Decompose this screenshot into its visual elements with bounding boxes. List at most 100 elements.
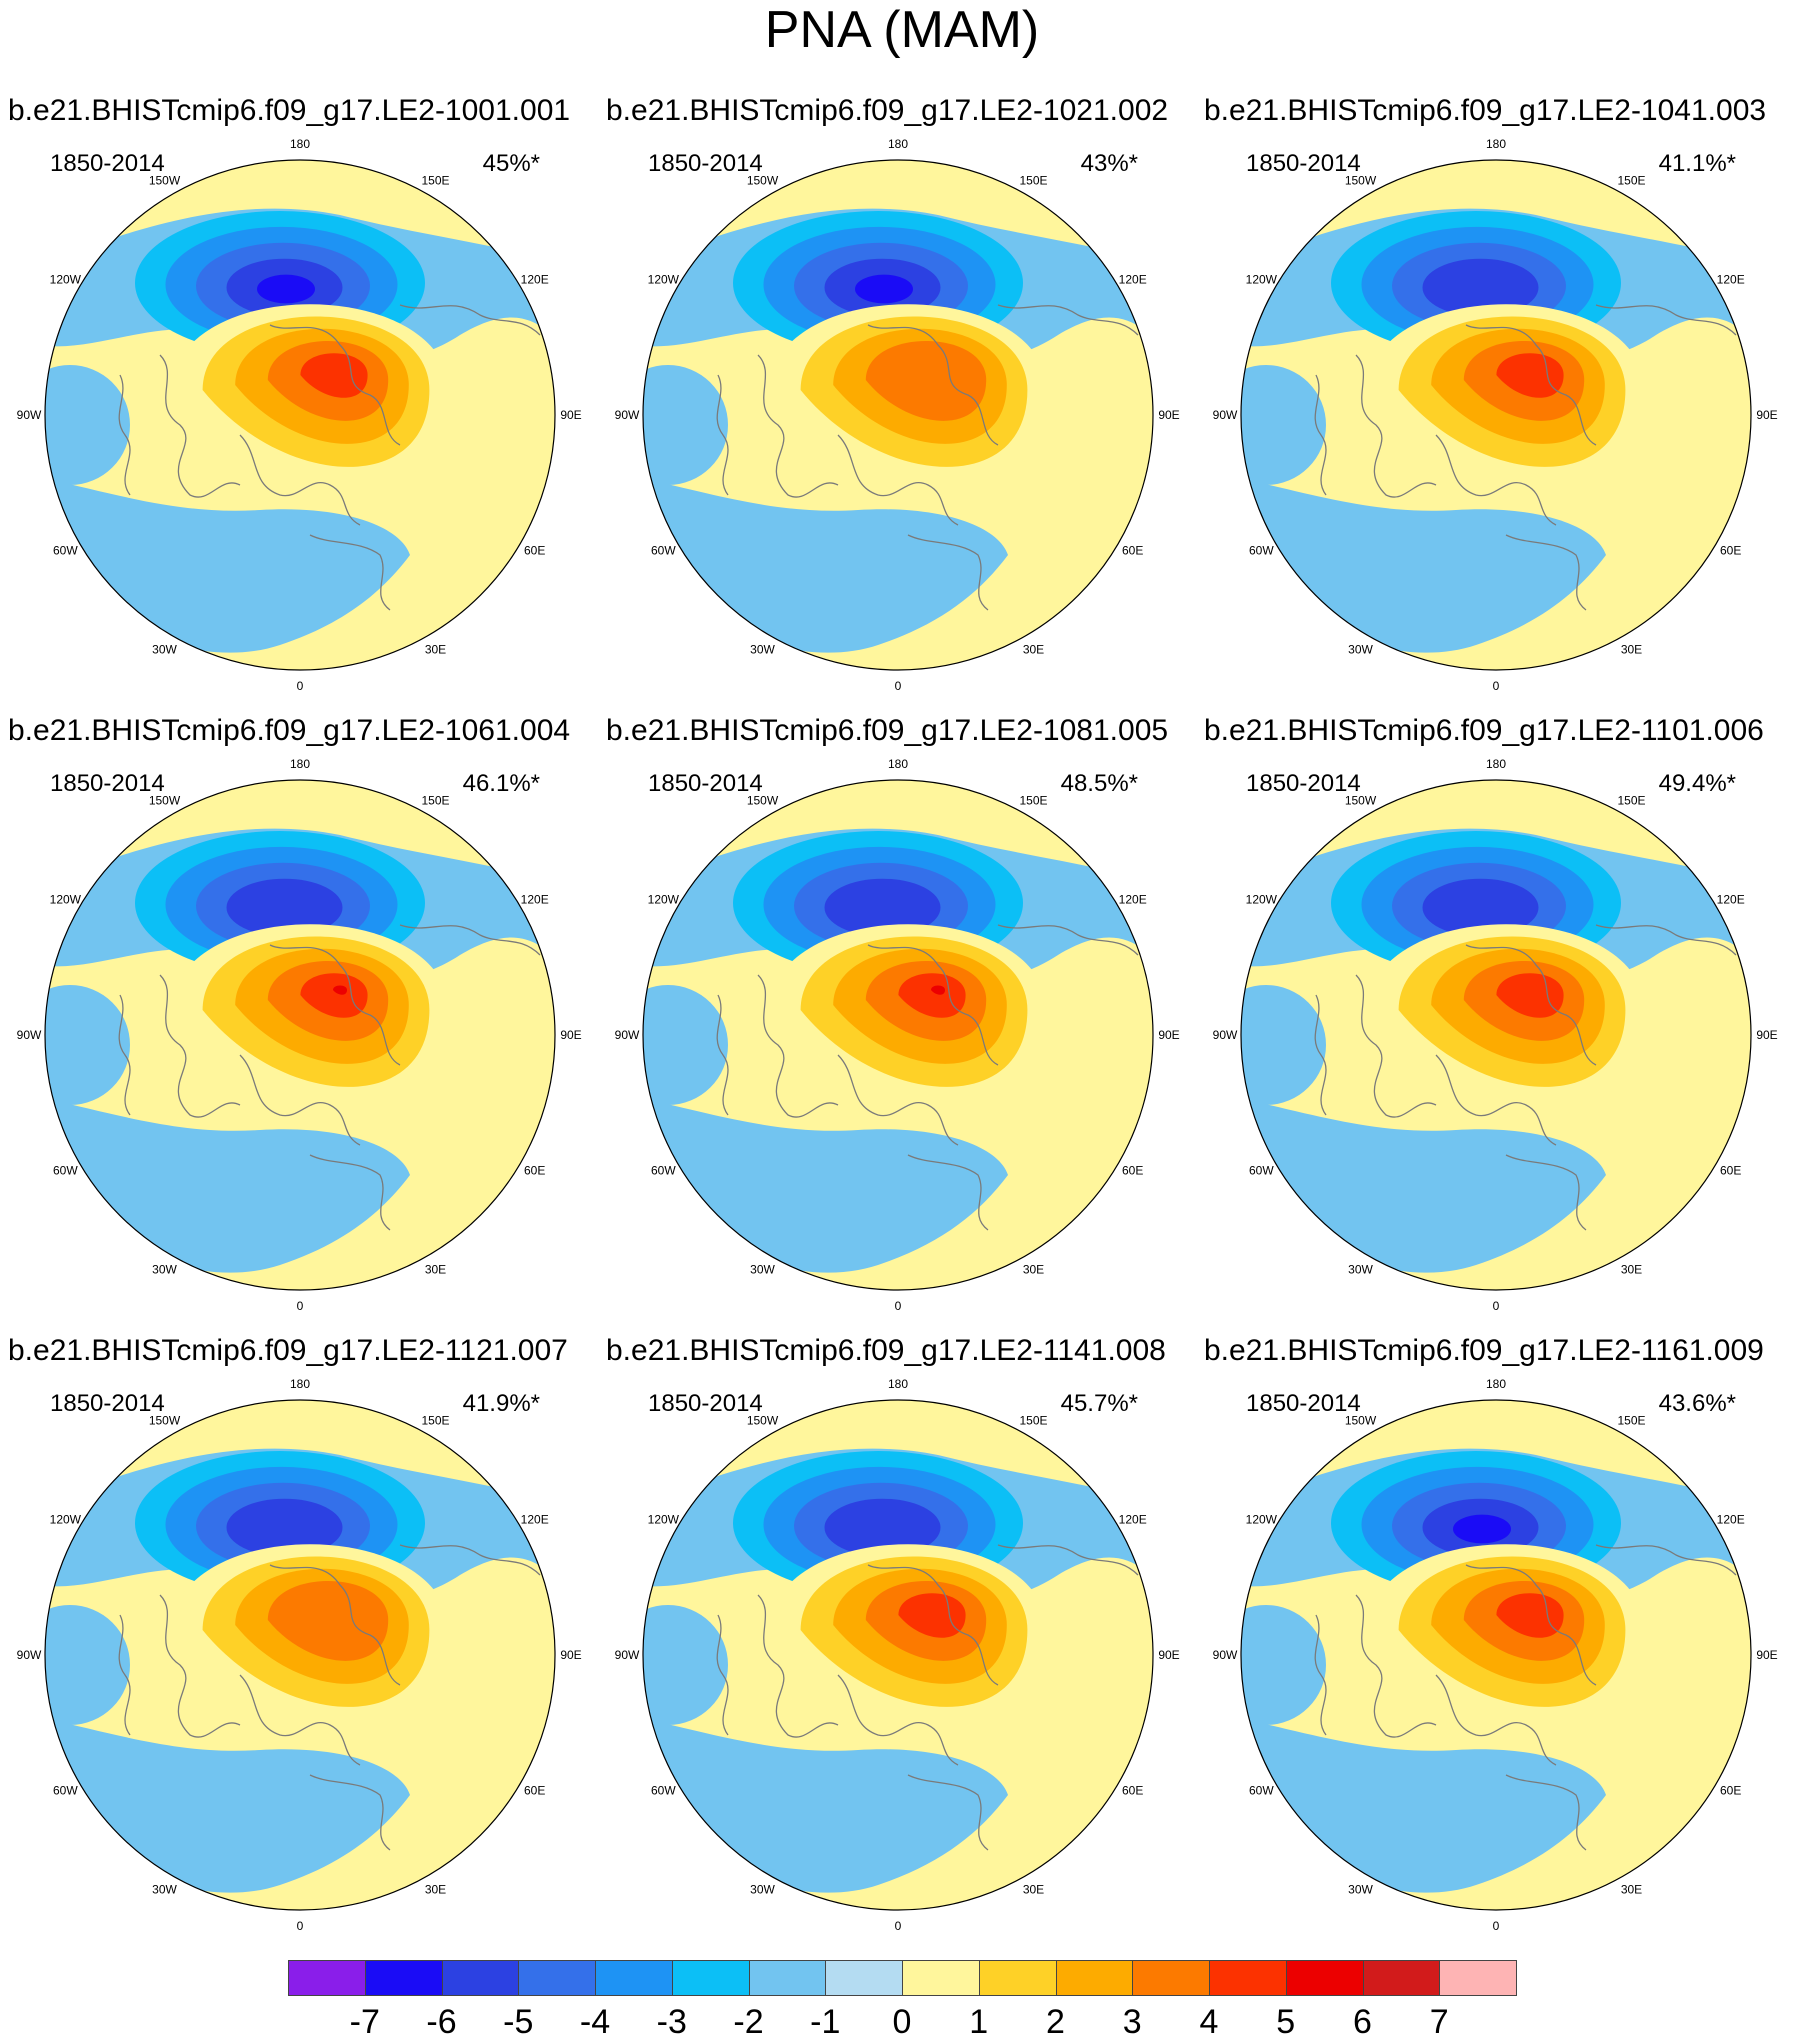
longitude-label: 30E bbox=[1023, 1263, 1044, 1277]
longitude-label: 180 bbox=[888, 137, 908, 151]
panel-period: 1850-2014 bbox=[1246, 1390, 1361, 1417]
longitude-label: 120E bbox=[1717, 893, 1745, 907]
colorbar-swatch bbox=[595, 1960, 673, 1996]
longitude-label: 180 bbox=[290, 757, 310, 771]
contour-level--5 bbox=[226, 1498, 343, 1557]
panel-title: b.e21.BHISTcmip6.f09_g17.LE2-1061.004 bbox=[8, 714, 571, 747]
coastline bbox=[1595, 304, 1737, 336]
longitude-label: 60E bbox=[1720, 544, 1741, 558]
colorbar-swatch bbox=[518, 1960, 596, 1996]
longitude-label: 60E bbox=[1122, 1784, 1143, 1798]
longitude-label: 90E bbox=[560, 408, 581, 422]
coastline bbox=[269, 324, 401, 446]
longitude-label: 150W bbox=[1345, 793, 1377, 807]
longitude-label: 90E bbox=[560, 1028, 581, 1042]
longitude-label: 120E bbox=[521, 893, 549, 907]
colorbar-label: -2 bbox=[733, 2003, 764, 2041]
colorbar-swatch bbox=[671, 1960, 750, 1996]
longitude-label: 150W bbox=[1345, 1413, 1377, 1427]
longitude-label: 180 bbox=[888, 757, 908, 771]
contour-level-5 bbox=[300, 973, 368, 1018]
longitude-label: 90E bbox=[1158, 1648, 1179, 1662]
colorbar-label: -4 bbox=[579, 2003, 611, 2041]
longitude-label: 120W bbox=[50, 893, 82, 907]
longitude-label: 60W bbox=[651, 1164, 676, 1178]
coastline bbox=[1595, 1544, 1737, 1576]
longitude-label: 150W bbox=[747, 1413, 779, 1427]
coastline bbox=[907, 534, 989, 611]
negative-anomaly-region bbox=[643, 1605, 728, 1725]
longitude-label: 150E bbox=[1617, 1413, 1645, 1427]
longitude-label: 120W bbox=[50, 273, 82, 287]
longitude-label: 120W bbox=[1246, 273, 1278, 287]
coastline bbox=[1505, 1154, 1587, 1231]
longitude-label: 60W bbox=[1249, 1784, 1274, 1798]
longitude-label: 120E bbox=[521, 273, 549, 287]
negative-anomaly-region bbox=[45, 365, 130, 485]
coastline bbox=[399, 304, 541, 336]
longitude-label: 120W bbox=[50, 1513, 82, 1527]
longitude-label: 180 bbox=[888, 1377, 908, 1391]
colorbar-label: 7 bbox=[1429, 2003, 1449, 2041]
longitude-label: 30W bbox=[750, 643, 775, 657]
longitude-label: 150E bbox=[1617, 173, 1645, 187]
coastline bbox=[997, 924, 1139, 956]
longitude-label: 120E bbox=[1119, 273, 1147, 287]
longitude-label: 90W bbox=[17, 1028, 42, 1042]
coastline bbox=[269, 944, 401, 1066]
coastline bbox=[1314, 1614, 1327, 1736]
longitude-label: 90E bbox=[1756, 1648, 1777, 1662]
longitude-label: 30E bbox=[425, 643, 446, 657]
longitude-label: 30E bbox=[425, 1263, 446, 1277]
longitude-label: 120E bbox=[521, 1513, 549, 1527]
longitude-label: 150W bbox=[747, 793, 779, 807]
coastline bbox=[837, 434, 959, 526]
panel-title: b.e21.BHISTcmip6.f09_g17.LE2-1081.005 bbox=[606, 714, 1169, 747]
polar-map: 180 150E 120E 90E 60E 30E 0 30W 60W 90W 120W 150W bbox=[1213, 757, 1778, 1313]
longitude-label: 150E bbox=[1019, 173, 1047, 187]
longitude-label: 120E bbox=[1119, 893, 1147, 907]
contour-level-4 bbox=[865, 340, 987, 421]
longitude-label: 30W bbox=[152, 1883, 177, 1897]
longitude-label: 120W bbox=[648, 1513, 680, 1527]
polar-map: 180 150E 120E 90E 60E 30E 0 30W 60W 90W 120W 150W bbox=[1213, 137, 1778, 693]
contour-level--5 bbox=[1422, 258, 1539, 317]
polar-map: 180 150E 120E 90E 60E 30E 0 30W 60W 90W 120W 150W bbox=[1213, 1377, 1778, 1933]
longitude-label: 120W bbox=[648, 273, 680, 287]
contour-level-5 bbox=[300, 353, 368, 398]
coastline bbox=[1435, 434, 1557, 526]
longitude-label: 60E bbox=[1122, 544, 1143, 558]
longitude-label: 120E bbox=[1717, 273, 1745, 287]
longitude-label: 60E bbox=[1720, 1164, 1741, 1178]
contour-level--5 bbox=[824, 1498, 941, 1557]
map-boundary bbox=[1240, 159, 1752, 671]
panel-period: 1850-2014 bbox=[50, 150, 165, 177]
map-boundary bbox=[642, 1399, 1154, 1911]
longitude-label: 0 bbox=[1493, 679, 1500, 693]
map-boundary bbox=[1240, 779, 1752, 1291]
longitude-label: 90W bbox=[615, 408, 640, 422]
longitude-label: 90E bbox=[1756, 408, 1777, 422]
longitude-label: 150W bbox=[1345, 173, 1377, 187]
longitude-label: 60W bbox=[53, 544, 78, 558]
longitude-label: 150E bbox=[1617, 793, 1645, 807]
variance-explained: 48.5%* bbox=[1060, 770, 1138, 797]
longitude-label: 0 bbox=[1493, 1919, 1500, 1933]
longitude-label: 150E bbox=[1019, 1413, 1047, 1427]
colorbar-swatch bbox=[1362, 1960, 1441, 1996]
polar-map: 180 150E 120E 90E 60E 30E 0 30W 60W 90W 120W 150W bbox=[17, 137, 582, 693]
panel-title: b.e21.BHISTcmip6.f09_g17.LE2-1021.002 bbox=[606, 94, 1169, 127]
panel-period: 1850-2014 bbox=[648, 1390, 763, 1417]
longitude-label: 30E bbox=[1621, 643, 1642, 657]
coastline bbox=[907, 1154, 989, 1231]
longitude-label: 90W bbox=[615, 1648, 640, 1662]
longitude-label: 30W bbox=[152, 643, 177, 657]
coastline bbox=[239, 434, 361, 526]
longitude-label: 30W bbox=[152, 1263, 177, 1277]
contour-level-5 bbox=[1496, 353, 1564, 398]
contour-level--6 bbox=[257, 274, 315, 304]
longitude-label: 120E bbox=[1119, 1513, 1147, 1527]
coastline bbox=[1355, 1594, 1437, 1738]
coastline bbox=[867, 944, 999, 1066]
coastline bbox=[239, 1674, 361, 1766]
